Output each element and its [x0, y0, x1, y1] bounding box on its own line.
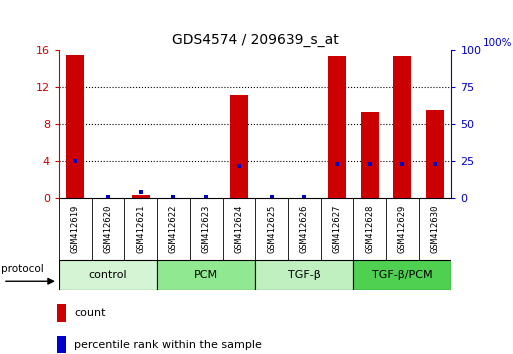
Text: count: count	[74, 308, 106, 318]
Text: GSM412625: GSM412625	[267, 205, 276, 253]
Title: GDS4574 / 209639_s_at: GDS4574 / 209639_s_at	[172, 33, 339, 47]
Point	[267, 194, 275, 200]
Bar	[57, 304, 66, 321]
Text: 100%: 100%	[483, 38, 512, 48]
Bar	[328, 56, 346, 198]
Point	[366, 161, 374, 167]
Bar	[132, 195, 150, 198]
Point	[202, 194, 210, 200]
Text: GSM412629: GSM412629	[398, 205, 407, 253]
Text: control: control	[89, 270, 127, 280]
Bar	[57, 336, 66, 353]
Bar	[361, 112, 379, 198]
Bar	[353, 260, 451, 290]
Point	[300, 194, 308, 200]
Text: GSM412628: GSM412628	[365, 205, 374, 253]
Text: GSM412621: GSM412621	[136, 205, 145, 253]
Point	[169, 194, 177, 200]
Text: GSM412626: GSM412626	[300, 205, 309, 253]
Point	[71, 158, 80, 164]
Bar	[157, 260, 255, 290]
Bar	[426, 110, 444, 198]
Bar	[59, 260, 157, 290]
Text: GSM412627: GSM412627	[332, 205, 342, 253]
Text: GSM412624: GSM412624	[234, 205, 243, 253]
Text: TGF-β: TGF-β	[288, 270, 321, 280]
Point	[136, 189, 145, 195]
Text: protocol: protocol	[1, 264, 44, 274]
Text: GSM412630: GSM412630	[430, 205, 440, 253]
Text: GSM412620: GSM412620	[104, 205, 112, 253]
Bar	[66, 55, 84, 198]
Point	[235, 163, 243, 169]
Point	[333, 161, 341, 167]
Point	[398, 161, 406, 167]
Bar	[393, 56, 411, 198]
Text: GSM412622: GSM412622	[169, 205, 178, 253]
Text: TGF-β/PCM: TGF-β/PCM	[372, 270, 432, 280]
Text: PCM: PCM	[194, 270, 218, 280]
Bar	[255, 260, 353, 290]
Point	[104, 194, 112, 200]
Point	[431, 161, 439, 167]
Text: GSM412619: GSM412619	[71, 205, 80, 253]
Bar	[230, 95, 248, 198]
Text: percentile rank within the sample: percentile rank within the sample	[74, 339, 262, 349]
Text: GSM412623: GSM412623	[202, 205, 211, 253]
